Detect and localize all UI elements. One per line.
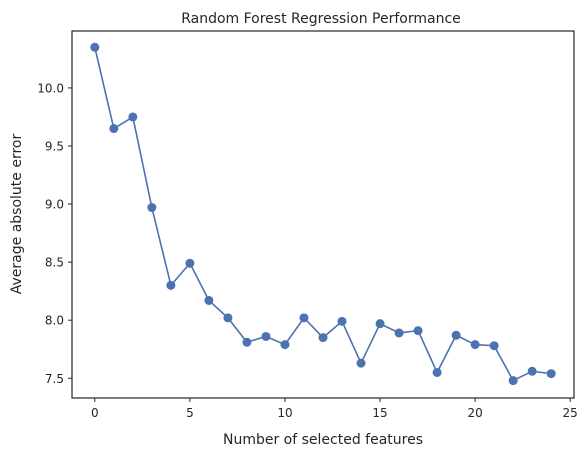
y-tick-label: 7.5 [45, 372, 64, 386]
y-tick-label: 9.5 [45, 139, 64, 153]
chart-title: Random Forest Regression Performance [181, 11, 461, 27]
plot-area-frame [71, 30, 575, 399]
series-layer [90, 42, 556, 386]
y-tick-label: 8.0 [45, 314, 64, 328]
data-point-marker [470, 340, 480, 350]
data-point-marker [185, 258, 195, 268]
data-point-marker [128, 112, 138, 122]
data-point-marker [242, 337, 252, 347]
x-axis-ticks: 0 5 10 15 20 25 [91, 398, 578, 420]
data-point-marker [413, 326, 423, 336]
y-axis-ticks: 7.5 8.0 8.5 9.0 9.5 10.0 [37, 81, 72, 386]
y-tick-label: 9.0 [45, 198, 64, 212]
data-point-marker [318, 333, 328, 343]
x-tick-label: 15 [372, 406, 387, 420]
data-point-marker [204, 295, 214, 305]
x-tick-label: 10 [277, 406, 292, 420]
y-axis-label: Average absolute error [9, 134, 25, 295]
data-point-marker [546, 369, 556, 379]
data-point-marker [299, 313, 309, 323]
y-tick-label: 8.5 [45, 256, 64, 270]
data-point-marker [432, 367, 442, 377]
data-point-marker [451, 330, 461, 340]
data-point-marker [90, 42, 100, 52]
data-point-marker [489, 341, 499, 351]
x-tick-label: 0 [91, 406, 99, 420]
data-point-marker [109, 124, 119, 134]
y-tick-label: 10.0 [37, 81, 64, 95]
x-tick-label: 20 [467, 406, 482, 420]
data-point-marker [147, 203, 157, 213]
data-point-marker [508, 376, 518, 386]
data-point-marker [280, 340, 290, 350]
data-point-marker [394, 328, 404, 338]
x-tick-label: 25 [563, 406, 578, 420]
data-point-marker [166, 280, 176, 290]
data-point-marker [261, 331, 271, 341]
x-axis-label: Number of selected features [223, 432, 423, 448]
data-point-marker [527, 366, 537, 376]
data-point-marker [223, 313, 233, 323]
data-point-marker [337, 316, 347, 326]
x-tick-label: 5 [186, 406, 194, 420]
data-point-marker [375, 319, 385, 329]
data-point-marker [356, 358, 366, 368]
